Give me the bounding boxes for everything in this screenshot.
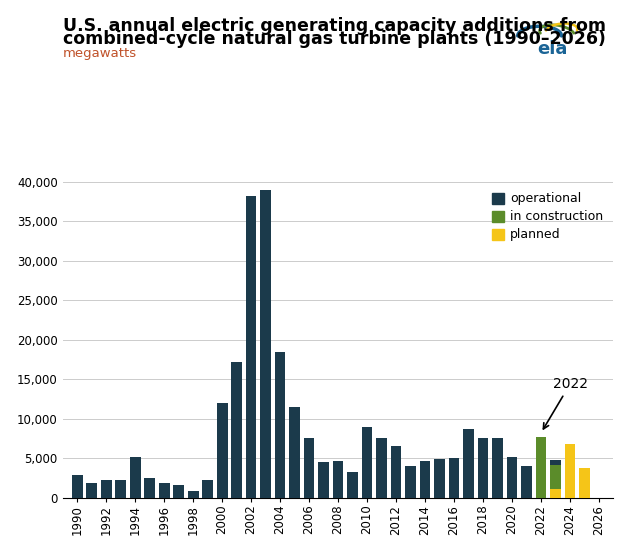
Bar (550, 460, 561, 498)
Bar (202, 479, 213, 498)
Text: eia: eia (538, 40, 568, 58)
Bar (391, 446, 401, 498)
Bar (536, 437, 546, 498)
Bar (550, 465, 561, 498)
Bar (419, 461, 431, 498)
Text: U.S. annual electric generating capacity additions from: U.S. annual electric generating capacity… (63, 17, 605, 35)
Bar (115, 479, 126, 498)
Bar (173, 485, 184, 498)
Bar (550, 489, 561, 498)
Bar (463, 429, 474, 498)
Bar (521, 466, 532, 498)
Bar (347, 472, 358, 498)
Bar (217, 403, 227, 498)
Text: combined-cycle natural gas turbine plants (1990–2026): combined-cycle natural gas turbine plant… (63, 30, 605, 49)
Bar (275, 352, 285, 498)
Bar (579, 468, 590, 498)
Bar (289, 407, 300, 498)
Bar (130, 457, 140, 498)
Text: 2022: 2022 (543, 377, 588, 429)
Text: megawatts: megawatts (63, 47, 136, 60)
Bar (245, 196, 257, 498)
Bar (318, 462, 329, 498)
Bar (434, 459, 445, 498)
Bar (478, 439, 488, 498)
Bar (101, 479, 111, 498)
Bar (506, 457, 518, 498)
Bar (536, 468, 546, 498)
Legend: operational, in construction, planned: operational, in construction, planned (488, 189, 607, 245)
Bar (144, 478, 155, 498)
Bar (565, 444, 575, 498)
Bar (492, 439, 503, 498)
Bar (405, 466, 416, 498)
Bar (188, 491, 198, 498)
Bar (376, 439, 387, 498)
Bar (231, 362, 242, 498)
Bar (565, 494, 575, 498)
Bar (332, 461, 344, 498)
Bar (304, 439, 314, 498)
Bar (86, 483, 97, 498)
Bar (71, 475, 83, 498)
Bar (158, 483, 170, 498)
Bar (449, 458, 459, 498)
Bar (362, 426, 372, 498)
Bar (260, 190, 271, 498)
